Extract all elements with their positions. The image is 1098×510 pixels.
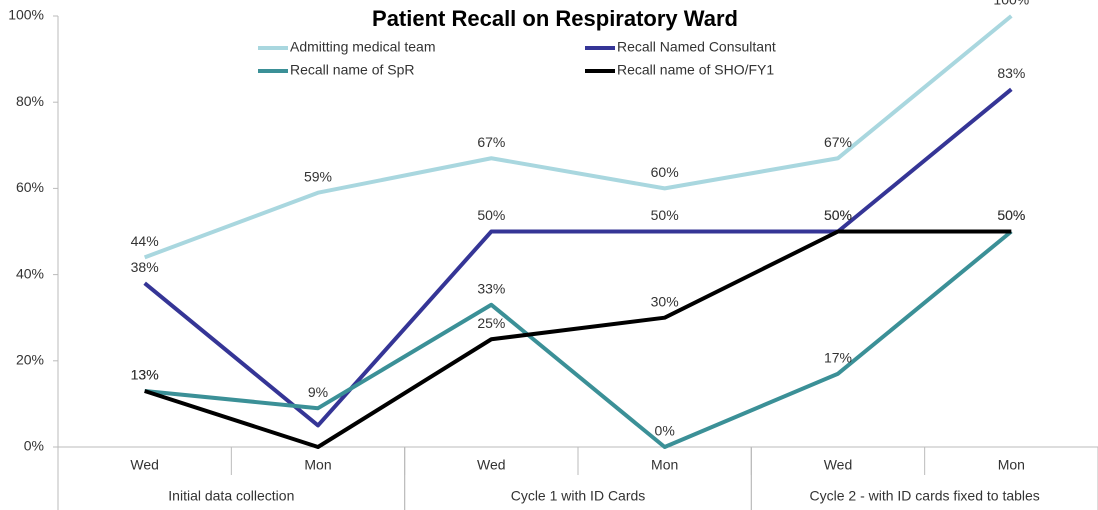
data-label: 60% xyxy=(651,164,679,180)
y-tick-label: 100% xyxy=(8,7,44,23)
data-label: 44% xyxy=(131,233,159,249)
data-label: 50% xyxy=(651,207,679,223)
y-tick-label: 0% xyxy=(24,438,44,454)
group-label: Cycle 1 with ID Cards xyxy=(511,488,646,504)
legend-label: Recall name of SpR xyxy=(290,62,415,78)
y-tick-label: 60% xyxy=(16,179,44,195)
x-tick-label: Wed xyxy=(824,457,853,473)
y-tick-label: 20% xyxy=(16,352,44,368)
data-label: 67% xyxy=(477,134,505,150)
x-tick-label: Mon xyxy=(304,457,331,473)
y-tick-label: 40% xyxy=(16,265,44,281)
data-label: 59% xyxy=(304,168,332,184)
legend-label: Recall name of SHO/FY1 xyxy=(617,62,774,78)
data-label: 50% xyxy=(477,207,505,223)
group-label: Initial data collection xyxy=(168,488,294,504)
data-label: 50% xyxy=(997,207,1025,223)
data-label: 83% xyxy=(997,65,1025,81)
x-tick-label: Mon xyxy=(651,457,678,473)
data-label: 38% xyxy=(131,259,159,275)
chart-title: Patient Recall on Respiratory Ward xyxy=(372,6,738,31)
data-label: 50% xyxy=(997,207,1025,223)
data-label: 0% xyxy=(655,423,675,439)
data-label: 17% xyxy=(824,349,852,365)
data-label: 67% xyxy=(824,134,852,150)
data-label: 50% xyxy=(824,207,852,223)
data-label: 25% xyxy=(477,315,505,331)
x-tick-label: Wed xyxy=(477,457,506,473)
data-label: 33% xyxy=(477,280,505,296)
legend-label: Admitting medical team xyxy=(290,39,436,55)
data-label: 30% xyxy=(651,293,679,309)
series-line xyxy=(143,14,1013,260)
x-tick-label: Wed xyxy=(130,457,159,473)
series-line xyxy=(144,229,1012,449)
legend-label: Recall Named Consultant xyxy=(617,39,776,55)
x-tick-label: Mon xyxy=(998,457,1025,473)
y-tick-label: 80% xyxy=(16,93,44,109)
series-line xyxy=(144,229,1013,449)
data-label: 13% xyxy=(131,367,159,383)
data-label: 100% xyxy=(993,0,1029,8)
data-label: 13% xyxy=(131,367,159,383)
data-label: 50% xyxy=(824,207,852,223)
group-label: Cycle 2 - with ID cards fixed to tables xyxy=(810,488,1040,504)
series-line xyxy=(143,87,1013,428)
data-label: 9% xyxy=(308,384,328,400)
